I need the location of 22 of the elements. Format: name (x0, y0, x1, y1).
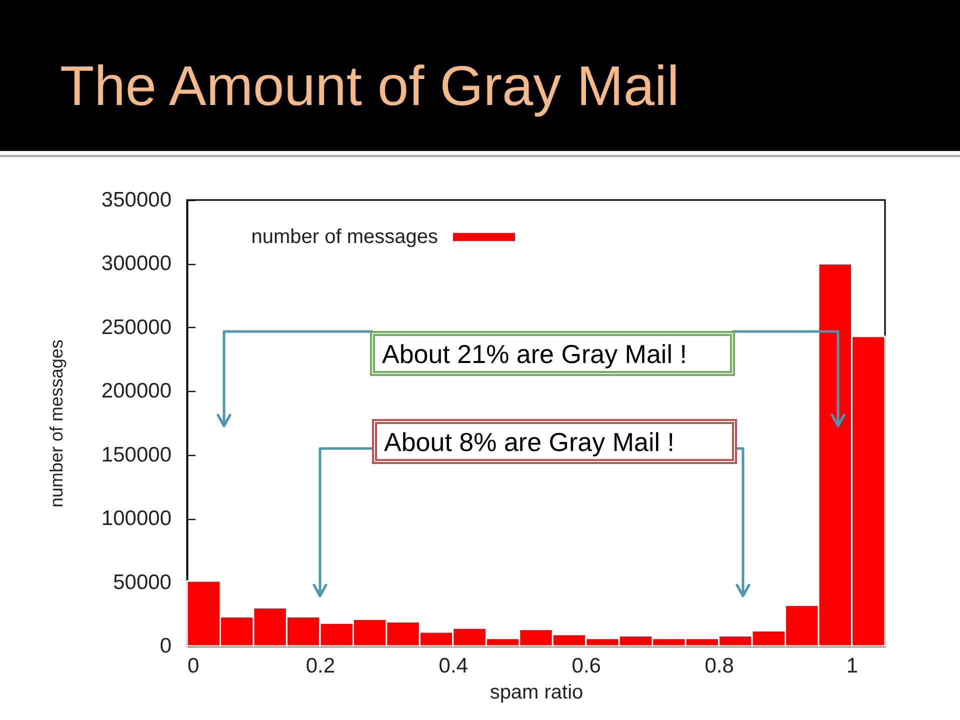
y-tick-label: 250000 (101, 316, 172, 339)
y-tick-label: 0 (160, 634, 172, 658)
y-tick-label: 100000 (101, 507, 172, 530)
x-tick-label: 1 (846, 654, 858, 678)
x-tick-label: 0.2 (306, 654, 336, 678)
callout-box: About 21% are Gray Mail ! (370, 331, 735, 376)
x-tick-label: 0.8 (704, 654, 734, 678)
y-tick-label: 50000 (113, 570, 172, 594)
x-tick-label: 0 (188, 654, 200, 678)
y-tick-label: 300000 (101, 252, 172, 276)
chart-title: The Amount of Gray Mail (60, 54, 680, 117)
y-tick-label: 200000 (101, 380, 172, 403)
x-tick-label: 0.6 (572, 654, 601, 678)
legend-label: number of messages (251, 226, 438, 248)
annotation: About 8% are Gray Mail ! (384, 426, 674, 456)
x-axis-title: spam ratio (490, 682, 584, 704)
y-tick-label: 150000 (101, 443, 172, 466)
annotation: About 21% are Gray Mail ! (382, 338, 687, 368)
y-axis-title: number of messages (46, 339, 66, 508)
x-tick-label: 0.4 (438, 654, 468, 678)
callout-box: About 8% are Gray Mail ! (372, 419, 737, 464)
y-tick-label: 350000 (101, 188, 172, 212)
